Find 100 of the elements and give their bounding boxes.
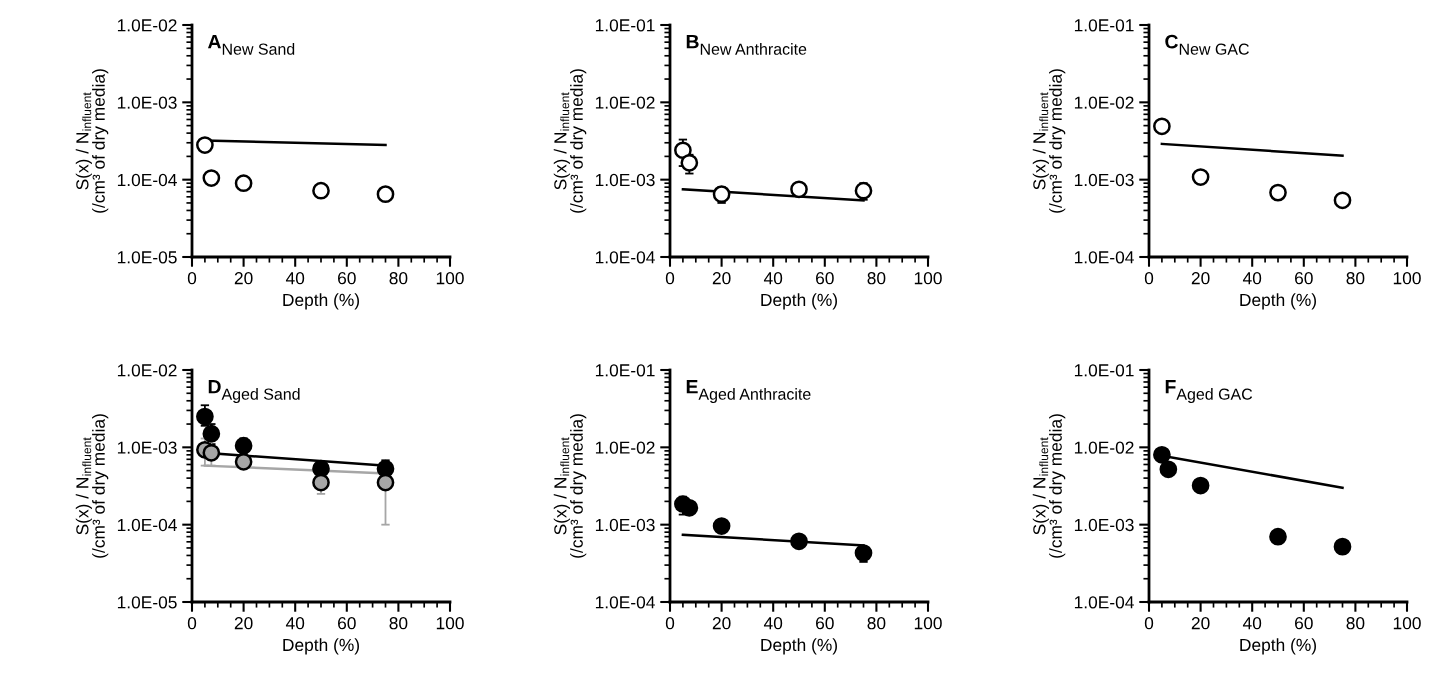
point	[202, 424, 221, 443]
x-tick-label: 20	[1191, 272, 1210, 285]
x-tick-label: 100	[436, 617, 464, 630]
point	[376, 459, 395, 478]
x-tick-label: 40	[285, 617, 305, 630]
y-tick-label: 1.0E-04	[595, 596, 655, 609]
y-axis-title: S(x) / N$_{influent}$ (/cm³ of dry media)	[1032, 414, 1066, 558]
x-tick-label: 60	[816, 272, 834, 285]
x-tick-label: 20	[712, 272, 731, 285]
point	[1153, 117, 1171, 136]
y-tick-label: 1.0E-04	[1074, 596, 1134, 609]
text: New Anthracite	[700, 43, 807, 55]
x-tick-label: 60	[338, 272, 356, 285]
y-tick-label: 1.0E-03	[117, 96, 177, 109]
x-tick-label: 20	[712, 617, 731, 630]
y-axis-title: S(x) / N$_{influent}$ (/cm³ of dry media)	[1032, 69, 1066, 213]
x-tick-label: 0	[187, 617, 197, 630]
y-tick-label: 1.0E-01	[1074, 364, 1134, 377]
x-tick-label: 80	[867, 272, 886, 285]
y-tick-label: 1.0E-04	[117, 518, 177, 532]
point	[854, 544, 873, 562]
x-tick-label: 100	[914, 617, 942, 630]
point	[1333, 191, 1352, 210]
text: Aged Anthracite	[698, 388, 811, 403]
y-tick-label: 1.0E-05	[117, 596, 177, 609]
x-tick-label: 60	[1295, 617, 1313, 630]
y-axis-title: S(x) / N$_{influent}$ (/cm³ of dry media)	[75, 414, 109, 558]
x-axis-title: Depth (%)	[1240, 638, 1316, 655]
x-tick-label: 100	[1393, 272, 1421, 285]
x-tick-label: 100	[914, 272, 942, 285]
y-tick-label: 1.0E-05	[117, 251, 177, 264]
x-tick-label: 80	[389, 617, 408, 630]
x-tick-label: 40	[285, 272, 305, 285]
point	[202, 443, 221, 462]
text: New Sand	[222, 43, 295, 55]
y-axis-title: S(x) / N$_{influent}$ (/cm³ of dry media)	[75, 69, 109, 213]
x-axis-title: Depth (%)	[761, 293, 837, 310]
point	[234, 174, 253, 193]
chart-title: A	[207, 34, 222, 49]
x-axis-title: Depth (%)	[283, 638, 359, 655]
x-axis-title: Depth (%)	[283, 293, 359, 310]
point	[1269, 527, 1287, 546]
point	[234, 452, 253, 471]
y-tick-label: 1.0E-02	[595, 96, 655, 109]
y-tick-label: 1.0E-04	[117, 173, 177, 187]
y-tick-label: 1.0E-01	[1074, 19, 1134, 32]
chart-title: E	[686, 379, 698, 394]
point	[680, 153, 699, 172]
x-tick-label: 80	[1346, 272, 1365, 285]
x-axis-title: Depth (%)	[1240, 293, 1316, 310]
point	[854, 181, 873, 200]
chart-title: D	[208, 379, 221, 394]
point	[312, 459, 330, 478]
y-tick-label: 1.0E-02	[117, 19, 177, 32]
x-tick-label: 0	[665, 617, 675, 630]
x-tick-label: 100	[1393, 617, 1421, 630]
point	[1191, 476, 1210, 495]
x-tick-label: 80	[389, 272, 408, 285]
point	[1153, 445, 1171, 464]
x-tick-label: 40	[1242, 272, 1262, 285]
x-tick-label: 60	[338, 617, 356, 630]
y-tick-label: 1.0E-03	[1074, 173, 1134, 187]
x-tick-label: 20	[1191, 617, 1210, 630]
point	[312, 181, 330, 200]
x-tick-label: 40	[763, 272, 783, 285]
x-tick-label: 0	[187, 272, 197, 285]
y-tick-label: 1.0E-04	[595, 251, 655, 264]
x-tick-label: 40	[763, 617, 783, 630]
x-tick-label: 20	[234, 272, 253, 285]
point	[196, 407, 214, 426]
chart-title: F	[1165, 379, 1176, 394]
point	[1159, 460, 1178, 479]
x-tick-label: 60	[1295, 272, 1313, 285]
chart-title: C	[1165, 34, 1178, 49]
y-tick-label: 1.0E-03	[595, 518, 655, 532]
point	[196, 136, 214, 154]
point	[1191, 168, 1210, 186]
x-tick-label: 100	[436, 272, 464, 285]
y-tick-label: 1.0E-02	[117, 364, 177, 377]
text: Aged Sand	[221, 388, 300, 403]
x-tick-label: 60	[816, 617, 834, 630]
point	[1333, 537, 1352, 556]
x-tick-label: 40	[1242, 617, 1262, 630]
x-tick-label: 20	[234, 617, 253, 630]
y-tick-label: 1.0E-03	[595, 173, 655, 187]
y-tick-label: 1.0E-01	[595, 364, 655, 377]
x-axis-title: Depth (%)	[761, 638, 837, 655]
y-tick-label: 1.0E-04	[1074, 251, 1134, 264]
x-tick-label: 0	[1144, 272, 1154, 285]
point	[712, 517, 731, 535]
text: Aged GAC	[1176, 388, 1253, 403]
y-tick-label: 1.0E-02	[595, 441, 655, 454]
point	[376, 473, 395, 492]
y-tick-label: 1.0E-03	[117, 441, 177, 454]
point	[1269, 183, 1287, 202]
y-tick-label: 1.0E-01	[595, 19, 655, 32]
y-axis-title: S(x) / N$_{influent}$ (/cm³ of dry media)	[553, 69, 587, 213]
point	[790, 180, 808, 199]
y-tick-label: 1.0E-03	[1074, 518, 1134, 532]
text: New GAC	[1179, 43, 1249, 55]
